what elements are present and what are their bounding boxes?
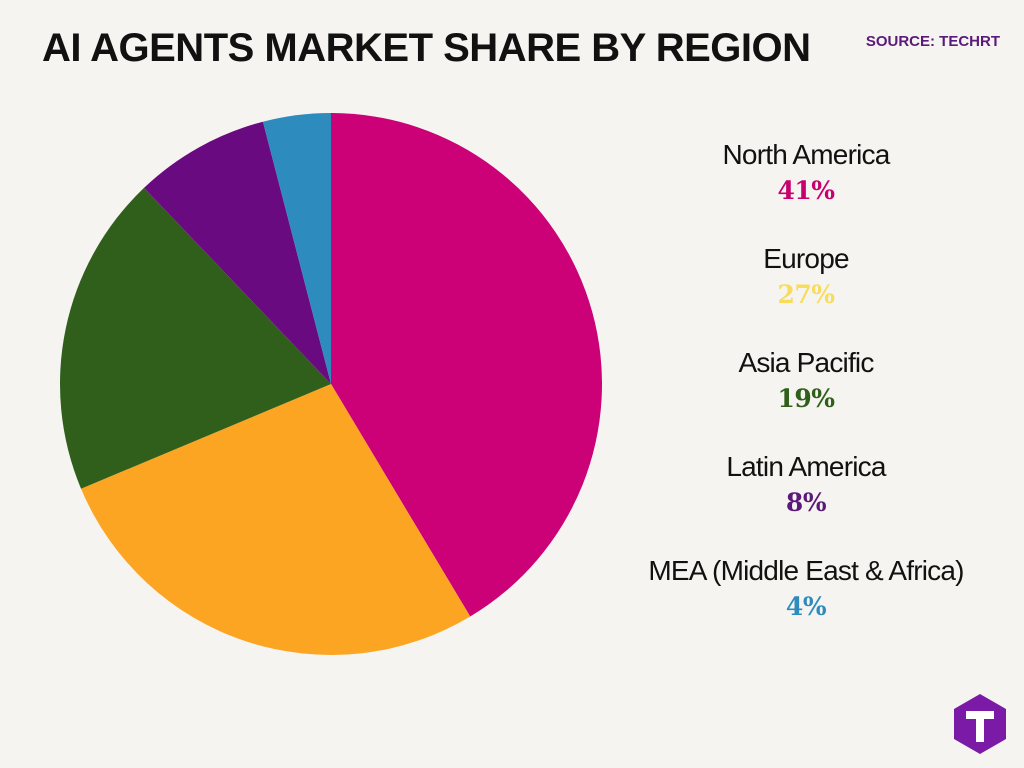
legend-item-north-america: North America 41% <box>606 136 1006 240</box>
legend-value: 19% <box>777 384 835 413</box>
source-label: SOURCE: TECHRT <box>865 33 1000 50</box>
legend-label: Latin America <box>726 451 886 482</box>
legend-label: MEA (Middle East & Africa) <box>648 555 964 586</box>
legend-item-mea: MEA (Middle East & Africa) 4% <box>606 552 1006 656</box>
legend-item-latin-america: Latin America 8% <box>606 448 1006 552</box>
legend-value: 41% <box>777 176 835 205</box>
legend-label: Europe <box>763 243 849 274</box>
pie-slice-latin-america <box>143 121 331 384</box>
pie-slice-asia-pacific <box>59 187 331 489</box>
pie-slice-north-america <box>331 113 602 617</box>
legend-label: North America <box>722 139 891 170</box>
techrt-logo-icon <box>954 694 1006 754</box>
legend: North America 41% Europe 27% Asia Pacifi… <box>606 136 1006 656</box>
legend-item-europe: Europe 27% <box>606 240 1006 344</box>
legend-value: 8% <box>785 488 827 517</box>
page-title: AI AGENTS MARKET SHARE BY REGION <box>42 26 811 70</box>
legend-value: 27% <box>777 280 835 309</box>
legend-item-asia-pacific: Asia Pacific 19% <box>606 344 1006 448</box>
legend-label: Asia Pacific <box>738 347 874 378</box>
legend-value: 4% <box>785 592 827 621</box>
pie-slice-europe <box>81 384 471 655</box>
pie-slice-mea-middle-east-africa <box>262 113 331 384</box>
